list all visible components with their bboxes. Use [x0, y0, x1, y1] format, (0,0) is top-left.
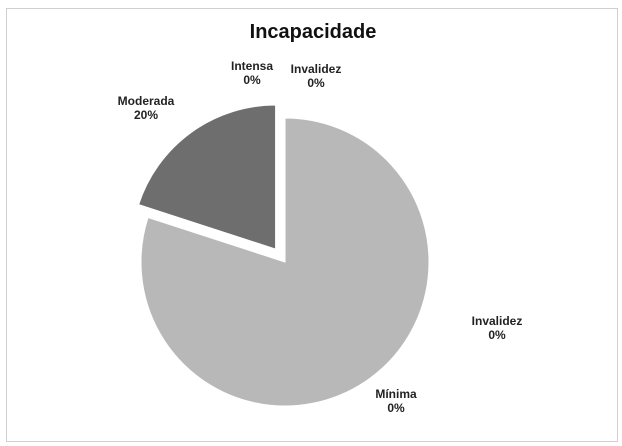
data-label-extra-invalidez: Invalidez 0% — [472, 314, 523, 342]
chart-title: Incapacidade — [249, 21, 377, 43]
data-label-invalidez: Invalidez 0% — [291, 62, 342, 90]
data-label-intensa: Intensa 0% — [231, 59, 273, 87]
data-label-mínima: Mínima 0% — [375, 387, 417, 415]
data-label-moderada: Moderada 20% — [118, 94, 175, 122]
pie-slice-moderada — [138, 104, 277, 250]
pie-slice-mínima — [140, 117, 430, 407]
